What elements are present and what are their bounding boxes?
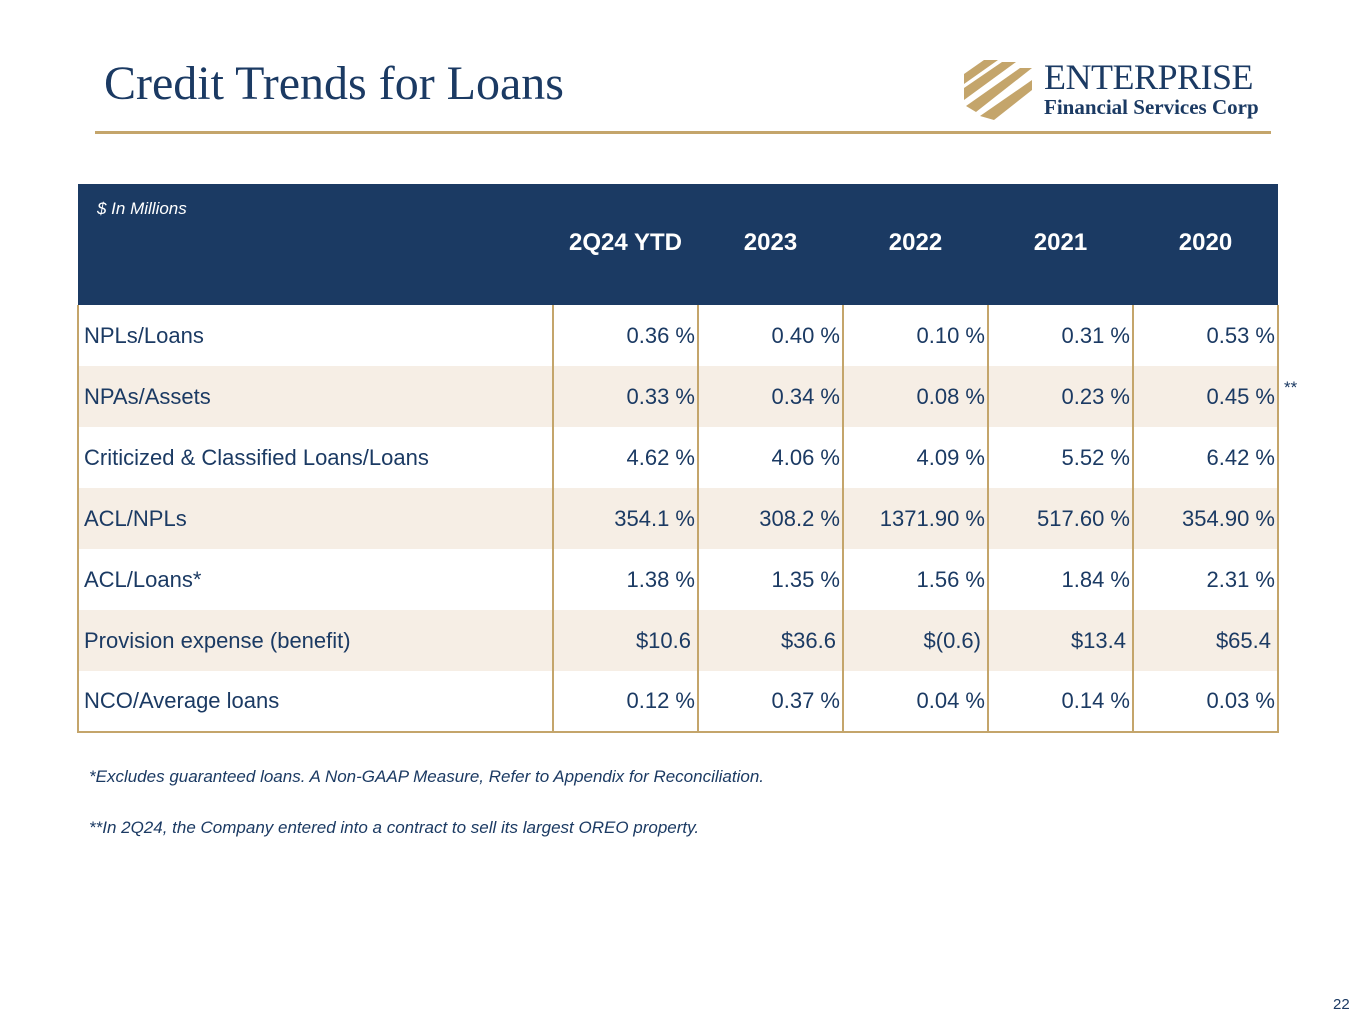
table-cell: $65.4 — [1132, 610, 1279, 671]
column-header: 2021 — [1033, 229, 1088, 256]
table-header-row: $ In Millions 2Q24 YTD 2023 2022 2021 20… — [78, 184, 1278, 305]
table-cell: 0.03 % — [1132, 671, 1279, 733]
table-row: NCO/Average loans 0.12 % 0.37 % 0.04 % 0.14 … — [77, 671, 1279, 733]
table-cell: 0.04 % — [842, 671, 989, 733]
table-row: NPLs/Loans 0.36 % 0.40 % 0.10 % 0.31 % 0.53 % — [77, 305, 1279, 366]
title-divider — [95, 131, 1271, 134]
page-title: Credit Trends for Loans — [104, 57, 564, 110]
npa-footnote-marker: ** — [1284, 378, 1298, 397]
table-cell: $10.6 — [552, 610, 699, 671]
column-header: 2023 — [743, 229, 798, 256]
logo-mark-icon — [964, 60, 1032, 120]
table-cell: 5.52 % — [987, 427, 1134, 488]
table-cell: $13.4 — [987, 610, 1134, 671]
row-label: ACL/Loans* — [77, 549, 554, 610]
table-row: Criticized & Classified Loans/Loans 4.62 … — [77, 427, 1279, 488]
table-cell: 1.84 % — [987, 549, 1134, 610]
table-row: ACL/Loans* 1.38 % 1.35 % 1.56 % 1.84 % 2.31 % — [77, 549, 1279, 610]
row-label: NPAs/Assets — [77, 366, 554, 427]
table-cell: 0.40 % — [697, 305, 844, 366]
table-cell: 4.62 % — [552, 427, 699, 488]
table-cell: 0.14 % — [987, 671, 1134, 733]
table-cell: 0.36 % — [552, 305, 699, 366]
table-cell: $36.6 — [697, 610, 844, 671]
table-cell: 308.2 % — [697, 488, 844, 549]
company-logo: ENTERPRISE Financial Services Corp — [962, 56, 1274, 124]
footnote-excludes-guaranteed: *Excludes guaranteed loans. A Non-GAAP M… — [89, 767, 765, 786]
footnote-oreo-property: **In 2Q24, the Company entered into a co… — [89, 818, 700, 837]
column-header: 2020 — [1178, 229, 1233, 256]
row-label: Criticized & Classified Loans/Loans — [77, 427, 554, 488]
table-cell: 0.31 % — [987, 305, 1134, 366]
row-label: NCO/Average loans — [77, 671, 554, 733]
column-header: 2Q24 YTD — [569, 229, 682, 256]
table-cell: 0.45 % — [1132, 366, 1279, 427]
table-cell: 6.42 % — [1132, 427, 1279, 488]
table-cell: 1.38 % — [552, 549, 699, 610]
table-cell: 0.37 % — [697, 671, 844, 733]
table-cell: 0.34 % — [697, 366, 844, 427]
table-cell: 1371.90 % — [842, 488, 989, 549]
table-cell: $(0.6) — [842, 610, 989, 671]
column-header: 2022 — [888, 229, 943, 256]
logo-name: ENTERPRISE — [1044, 57, 1254, 97]
table-cell: 4.09 % — [842, 427, 989, 488]
table-cell: 0.33 % — [552, 366, 699, 427]
table-row: ACL/NPLs 354.1 % 308.2 % 1371.90 % 517.60 % 3… — [77, 488, 1279, 549]
units-label: $ In Millions — [97, 199, 187, 218]
table-cell: 517.60 % — [987, 488, 1134, 549]
table-cell: 0.12 % — [552, 671, 699, 733]
table-cell: 354.1 % — [552, 488, 699, 549]
table-cell: 0.10 % — [842, 305, 989, 366]
row-label: NPLs/Loans — [77, 305, 554, 366]
table-cell: 354.90 % — [1132, 488, 1279, 549]
table-cell: 0.23 % — [987, 366, 1134, 427]
credit-trends-table: $ In Millions 2Q24 YTD 2023 2022 2021 20… — [77, 184, 1279, 733]
table-row: NPAs/Assets 0.33 % 0.34 % 0.08 % 0.23 % 0.45 … — [77, 366, 1279, 427]
table-cell: 1.35 % — [697, 549, 844, 610]
table-row: Provision expense (benefit) $10.6 $36.6 $(0… — [77, 610, 1279, 671]
page-number: 22 — [1333, 996, 1350, 1013]
table-cell: 1.56 % — [842, 549, 989, 610]
table-cell: 0.08 % — [842, 366, 989, 427]
row-label: Provision expense (benefit) — [77, 610, 554, 671]
table-cell: 2.31 % — [1132, 549, 1279, 610]
table-cell: 0.53 % — [1132, 305, 1279, 366]
logo-subtitle: Financial Services Corp — [1044, 95, 1259, 119]
table-cell: 4.06 % — [697, 427, 844, 488]
row-label: ACL/NPLs — [77, 488, 554, 549]
